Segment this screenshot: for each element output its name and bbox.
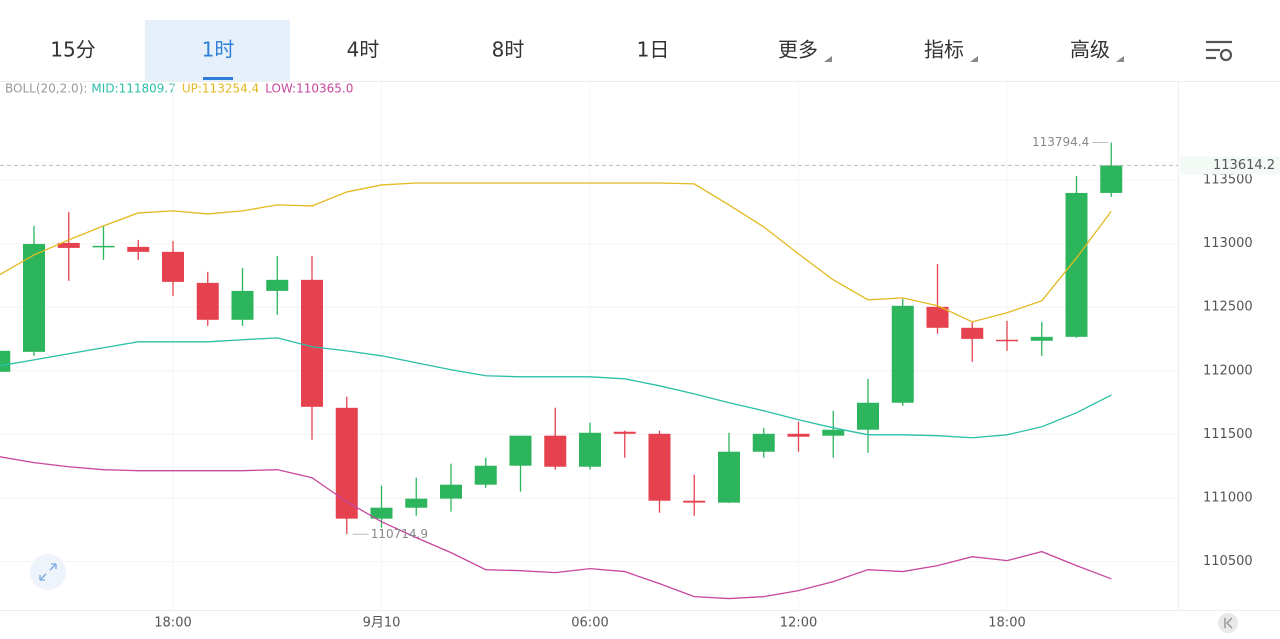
tab-selected-bg (145, 20, 290, 81)
candle-body (57, 242, 80, 248)
dropdown-arrows (824, 56, 1124, 62)
y-tick-label: 112500 (1203, 300, 1253, 315)
candle-body (1065, 192, 1088, 337)
candle-body (301, 279, 323, 407)
candle-body (162, 251, 184, 282)
y-tick-label: 111000 (1203, 491, 1253, 506)
x-tick-label: 18:00 (988, 616, 1025, 631)
scroll-end-icon (1224, 617, 1233, 629)
tab[interactable]: 指标 (924, 38, 964, 62)
candle-body (718, 451, 740, 503)
candle-body (23, 243, 45, 352)
candle-body (231, 290, 254, 320)
candle-body (440, 484, 462, 499)
last-price-label: 113614.2 (1213, 158, 1275, 173)
tab[interactable]: 高级 (1070, 38, 1110, 62)
candle-body (996, 339, 1018, 342)
x-tick-label: 9月10 (363, 616, 401, 631)
tab-underline (203, 77, 233, 80)
candle-body (335, 407, 358, 519)
candle-body (474, 465, 497, 485)
legend-entry: MID:111809.7 (91, 82, 175, 96)
candle-body (787, 433, 810, 437)
candle-body (196, 282, 219, 320)
x-tick-label: 12:00 (780, 616, 817, 631)
y-tick-label: 113500 (1203, 172, 1253, 187)
candle-body (266, 279, 289, 291)
tab[interactable]: 1时 (202, 38, 235, 62)
candle-body (891, 305, 914, 403)
plot-area (0, 142, 1123, 600)
candle-body (961, 327, 984, 339)
candle-body (509, 435, 532, 466)
x-tick-label: 18:00 (154, 616, 191, 631)
legend-entry: UP:113254.4 (182, 82, 259, 96)
candle-body (822, 429, 845, 436)
candle-body (370, 507, 393, 519)
candle-body (857, 402, 879, 430)
tab[interactable]: 15分 (50, 38, 95, 62)
legend-entry: LOW:110365.0 (265, 82, 353, 96)
candle-body (683, 500, 706, 503)
tab[interactable]: 8时 (492, 38, 525, 62)
boll-line (0, 182, 1112, 323)
candle-body (544, 435, 567, 467)
expand-button[interactable] (30, 554, 66, 590)
candle-body (405, 498, 428, 508)
candle-body (579, 432, 601, 467)
boll-line (0, 337, 1112, 439)
tab[interactable]: 1日 (637, 38, 670, 62)
candle-body (92, 245, 115, 248)
y-tick-label: 113000 (1203, 236, 1253, 251)
last-price-box (1180, 156, 1280, 175)
low-label: 110714.9 (371, 527, 428, 541)
y-tick-label: 111500 (1203, 427, 1253, 442)
boll-line (0, 456, 1112, 600)
settings-icon[interactable] (1206, 40, 1233, 62)
candle-body (0, 350, 11, 372)
tab[interactable]: 4时 (347, 38, 380, 62)
y-tick-label: 110500 (1203, 554, 1253, 569)
candle-body (752, 433, 775, 452)
candle-body (1100, 165, 1123, 193)
tab[interactable]: 更多 (778, 38, 818, 62)
indicator-label: BOLL(20,2.0): (5, 82, 87, 96)
candle-body (926, 306, 949, 328)
candle-body (1030, 336, 1053, 341)
candle-body (127, 246, 150, 252)
high-label: 113794.4 (1032, 135, 1089, 149)
candle-body (648, 433, 671, 501)
candle-body (613, 431, 636, 434)
y-tick-label: 112000 (1203, 363, 1253, 378)
x-tick-label: 06:00 (571, 616, 608, 631)
expand-icon (39, 563, 57, 581)
